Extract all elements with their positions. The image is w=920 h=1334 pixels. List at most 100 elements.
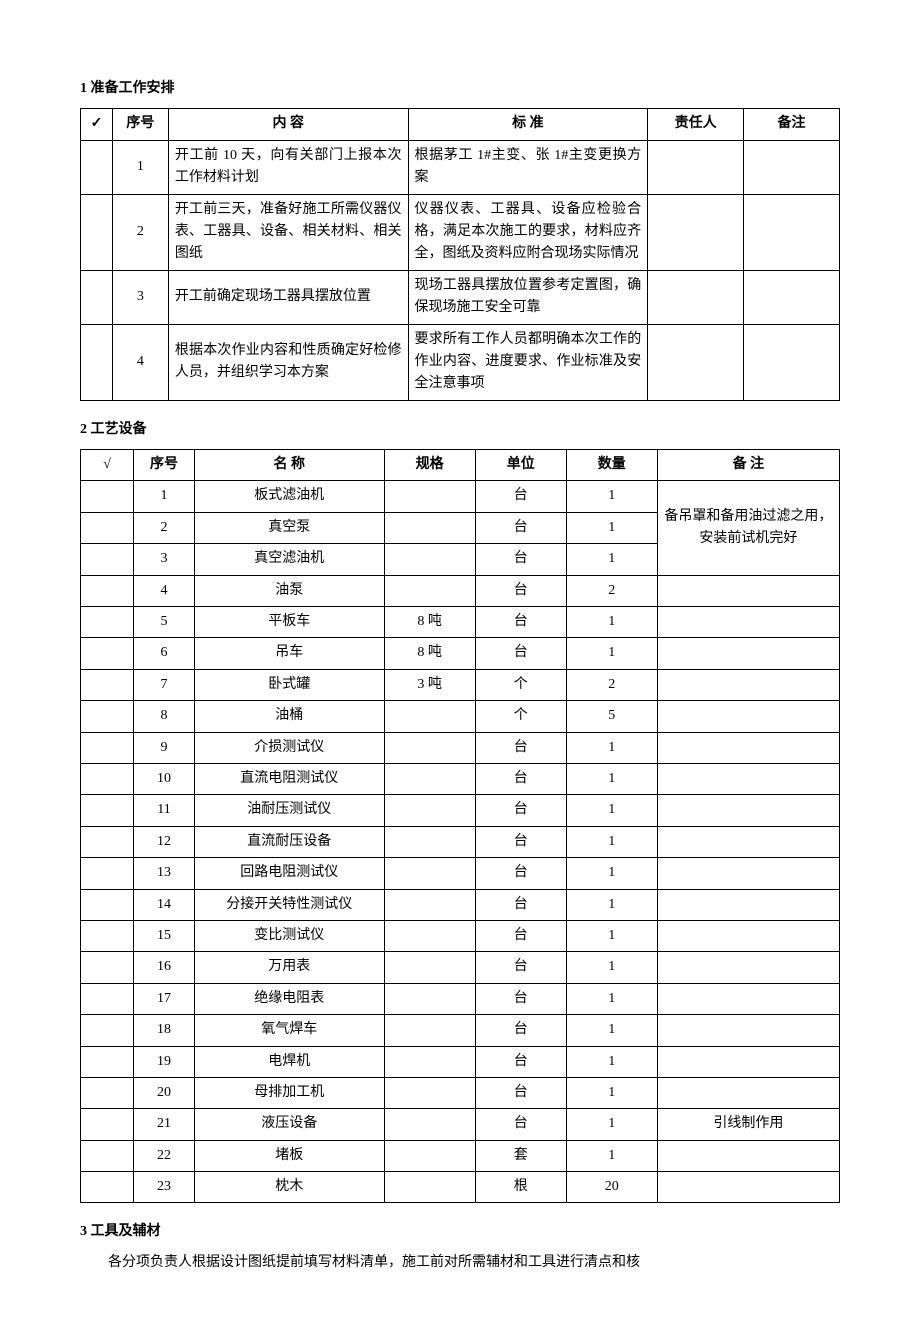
cell-seq: 14	[134, 889, 195, 920]
cell-qty: 1	[566, 889, 657, 920]
cell-standard: 仪器仪表、工器具、设备应检验合格，满足本次施工的要求，材料应齐全，图纸及资料应附…	[408, 194, 648, 270]
cell-name: 万用表	[194, 952, 384, 983]
th-remark2: 备 注	[657, 450, 839, 481]
table-row: 4油泵台2	[81, 575, 840, 606]
cell-check	[81, 638, 134, 669]
cell-seq: 1	[134, 481, 195, 512]
cell-spec	[384, 701, 475, 732]
cell-standard: 根据茅工 1#主变、张 1#主变更换方案	[408, 140, 648, 194]
cell-unit: 台	[475, 1015, 566, 1046]
cell-remark	[744, 270, 840, 324]
cell-check	[81, 544, 134, 575]
cell-check	[81, 669, 134, 700]
cell-qty: 1	[566, 638, 657, 669]
th-check2: √	[81, 450, 134, 481]
cell-spec	[384, 1046, 475, 1077]
cell-unit: 台	[475, 481, 566, 512]
cell-seq: 1	[112, 140, 168, 194]
cell-unit: 台	[475, 575, 566, 606]
cell-qty: 1	[566, 1015, 657, 1046]
cell-name: 绝缘电阻表	[194, 983, 384, 1014]
cell-unit: 台	[475, 544, 566, 575]
cell-seq: 7	[134, 669, 195, 700]
cell-unit: 套	[475, 1140, 566, 1171]
cell-remark: 引线制作用	[657, 1109, 839, 1140]
cell-qty: 1	[566, 920, 657, 951]
table-row: 16万用表台1	[81, 952, 840, 983]
table-row: 11油耐压测试仪台1	[81, 795, 840, 826]
cell-check	[81, 270, 113, 324]
cell-seq: 4	[112, 324, 168, 400]
cell-check	[81, 1172, 134, 1203]
cell-seq: 2	[112, 194, 168, 270]
cell-standard: 现场工器具摆放位置参考定置图，确保现场施工安全可靠	[408, 270, 648, 324]
cell-unit: 台	[475, 826, 566, 857]
cell-check	[81, 889, 134, 920]
cell-name: 堵板	[194, 1140, 384, 1171]
cell-unit: 台	[475, 763, 566, 794]
cell-name: 分接开关特性测试仪	[194, 889, 384, 920]
cell-qty: 1	[566, 763, 657, 794]
cell-name: 油耐压测试仪	[194, 795, 384, 826]
cell-seq: 3	[134, 544, 195, 575]
cell-unit: 台	[475, 1077, 566, 1108]
table-row: 20母排加工机台1	[81, 1077, 840, 1108]
cell-remark	[657, 1015, 839, 1046]
cell-seq: 3	[112, 270, 168, 324]
th-seq: 序号	[112, 109, 168, 140]
cell-spec	[384, 575, 475, 606]
cell-qty: 1	[566, 1140, 657, 1171]
table-row: 7卧式罐3 吨个2	[81, 669, 840, 700]
table-row: 15变比测试仪台1	[81, 920, 840, 951]
cell-name: 板式滤油机	[194, 481, 384, 512]
cell-check	[81, 858, 134, 889]
cell-check	[81, 1046, 134, 1077]
cell-check	[81, 194, 113, 270]
cell-remark	[657, 795, 839, 826]
cell-spec	[384, 512, 475, 543]
cell-content: 开工前 10 天，向有关部门上报本次工作材料计划	[168, 140, 408, 194]
cell-seq: 20	[134, 1077, 195, 1108]
cell-remark	[744, 140, 840, 194]
cell-qty: 1	[566, 826, 657, 857]
section1-title: 1 准备工作安排	[80, 78, 840, 100]
th-person: 责任人	[648, 109, 744, 140]
cell-name: 直流电阻测试仪	[194, 763, 384, 794]
cell-name: 介损测试仪	[194, 732, 384, 763]
cell-name: 油桶	[194, 701, 384, 732]
table-row: 2开工前三天，准备好施工所需仪器仪表、工器具、设备、相关材料、相关图纸仪器仪表、…	[81, 194, 840, 270]
cell-unit: 台	[475, 858, 566, 889]
cell-check	[81, 826, 134, 857]
cell-content: 开工前三天，准备好施工所需仪器仪表、工器具、设备、相关材料、相关图纸	[168, 194, 408, 270]
cell-name: 母排加工机	[194, 1077, 384, 1108]
cell-qty: 2	[566, 575, 657, 606]
cell-seq: 8	[134, 701, 195, 732]
cell-unit: 个	[475, 701, 566, 732]
cell-remark	[657, 701, 839, 732]
table-row: 5平板车8 吨台1	[81, 607, 840, 638]
table-row: 4根据本次作业内容和性质确定好检修人员，并组织学习本方案要求所有工作人员都明确本…	[81, 324, 840, 400]
cell-remark	[657, 826, 839, 857]
cell-qty: 1	[566, 732, 657, 763]
table-row: 9介损测试仪台1	[81, 732, 840, 763]
cell-check	[81, 1077, 134, 1108]
cell-name: 直流耐压设备	[194, 826, 384, 857]
th-unit: 单位	[475, 450, 566, 481]
cell-person	[648, 140, 744, 194]
th-content: 内 容	[168, 109, 408, 140]
cell-content: 开工前确定现场工器具摆放位置	[168, 270, 408, 324]
cell-remark	[657, 607, 839, 638]
cell-unit: 台	[475, 983, 566, 1014]
cell-spec	[384, 952, 475, 983]
cell-name: 回路电阻测试仪	[194, 858, 384, 889]
cell-spec	[384, 1015, 475, 1046]
cell-seq: 19	[134, 1046, 195, 1077]
section2-title: 2 工艺设备	[80, 419, 840, 441]
table-row: 6吊车8 吨台1	[81, 638, 840, 669]
table-row: 17绝缘电阻表台1	[81, 983, 840, 1014]
cell-check	[81, 607, 134, 638]
cell-seq: 12	[134, 826, 195, 857]
cell-spec	[384, 858, 475, 889]
cell-remark	[657, 732, 839, 763]
cell-check	[81, 575, 134, 606]
